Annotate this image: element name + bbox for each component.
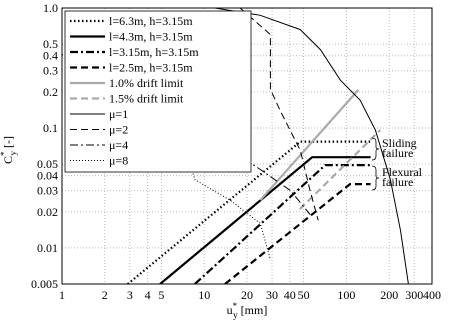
y-label-sub: y (8, 150, 18, 155)
x-tick-label: 3 (127, 288, 133, 302)
x-tick-label: 300 (405, 288, 423, 302)
legend-label: l=4.3m, h=3.15m (109, 30, 193, 44)
y-label-sup: * (0, 151, 9, 156)
series-line (159, 156, 371, 284)
x-tick-label: 20 (241, 288, 253, 302)
x-tick-label: 200 (380, 288, 398, 302)
x-tick-label: 30 (266, 288, 278, 302)
legend-label: l=3.15m, h=3.15m (109, 45, 199, 59)
annotation: Flexural (382, 165, 423, 179)
x-label-sub: y (233, 310, 238, 320)
y-tick-label: 0.5 (43, 37, 58, 51)
brace (371, 165, 380, 191)
x-tick-label: 400 (423, 288, 441, 302)
brace (371, 137, 380, 161)
plot-frame (61, 7, 433, 285)
y-tick-label: 0.03 (37, 184, 58, 198)
annotation: Sliding (382, 136, 417, 150)
x-tick-label: 10 (198, 288, 210, 302)
y-tick-label: 0.2 (43, 85, 58, 99)
series-line (62, 53, 271, 260)
y-tick-label: 0.01 (37, 241, 58, 255)
annotation: failure (382, 175, 413, 189)
series-line (299, 129, 381, 210)
x-tick-label: 4 (145, 288, 151, 302)
legend-box (64, 10, 252, 173)
x-tick-label: 100 (337, 288, 355, 302)
series-line (259, 89, 360, 201)
y-tick-label: 0.05 (37, 157, 58, 171)
legend-label: 1.0% drift limit (109, 76, 184, 90)
legend-label: l=2.5m, h=3.15m (109, 61, 193, 75)
legend-label: 1.5% drift limit (109, 92, 184, 106)
y-axis-label: C*y [-] (0, 136, 18, 164)
annotation: failure (382, 146, 413, 160)
series-line (214, 8, 409, 284)
x-label-unit: [mm] (241, 303, 268, 317)
y-tick-label: 0.04 (37, 169, 58, 183)
legend-label: μ=2 (109, 123, 128, 137)
x-axis-label: u* y [mm] (227, 301, 268, 320)
y-tick-label: 0.02 (37, 205, 58, 219)
legend-label: μ=8 (109, 154, 128, 168)
y-tick-label: 0.1 (43, 121, 58, 135)
y-tick-label: 0.3 (43, 64, 58, 78)
x-tick-label: 5 (158, 288, 164, 302)
y-label-unit: [-] (1, 136, 15, 148)
x-label-base: u (227, 303, 233, 317)
y-label-base: C (1, 156, 15, 164)
legend-label: l=6.3m, h=3.15m (109, 14, 193, 28)
series-line (194, 164, 371, 284)
x-tick-label: 50 (298, 288, 310, 302)
x-label-sup: * (233, 301, 238, 311)
series-line (224, 183, 371, 284)
y-tick-label: 0.005 (31, 277, 58, 291)
y-tick-label: 0.4 (43, 49, 58, 63)
x-tick-label: 2 (102, 288, 108, 302)
y-tick-label: 1.0 (43, 1, 58, 15)
series-line (239, 8, 319, 221)
legend-label: μ=4 (109, 138, 128, 152)
legend-label: μ=1 (109, 107, 128, 121)
x-tick-label: 1 (59, 288, 65, 302)
x-tick-label: 40 (284, 288, 296, 302)
